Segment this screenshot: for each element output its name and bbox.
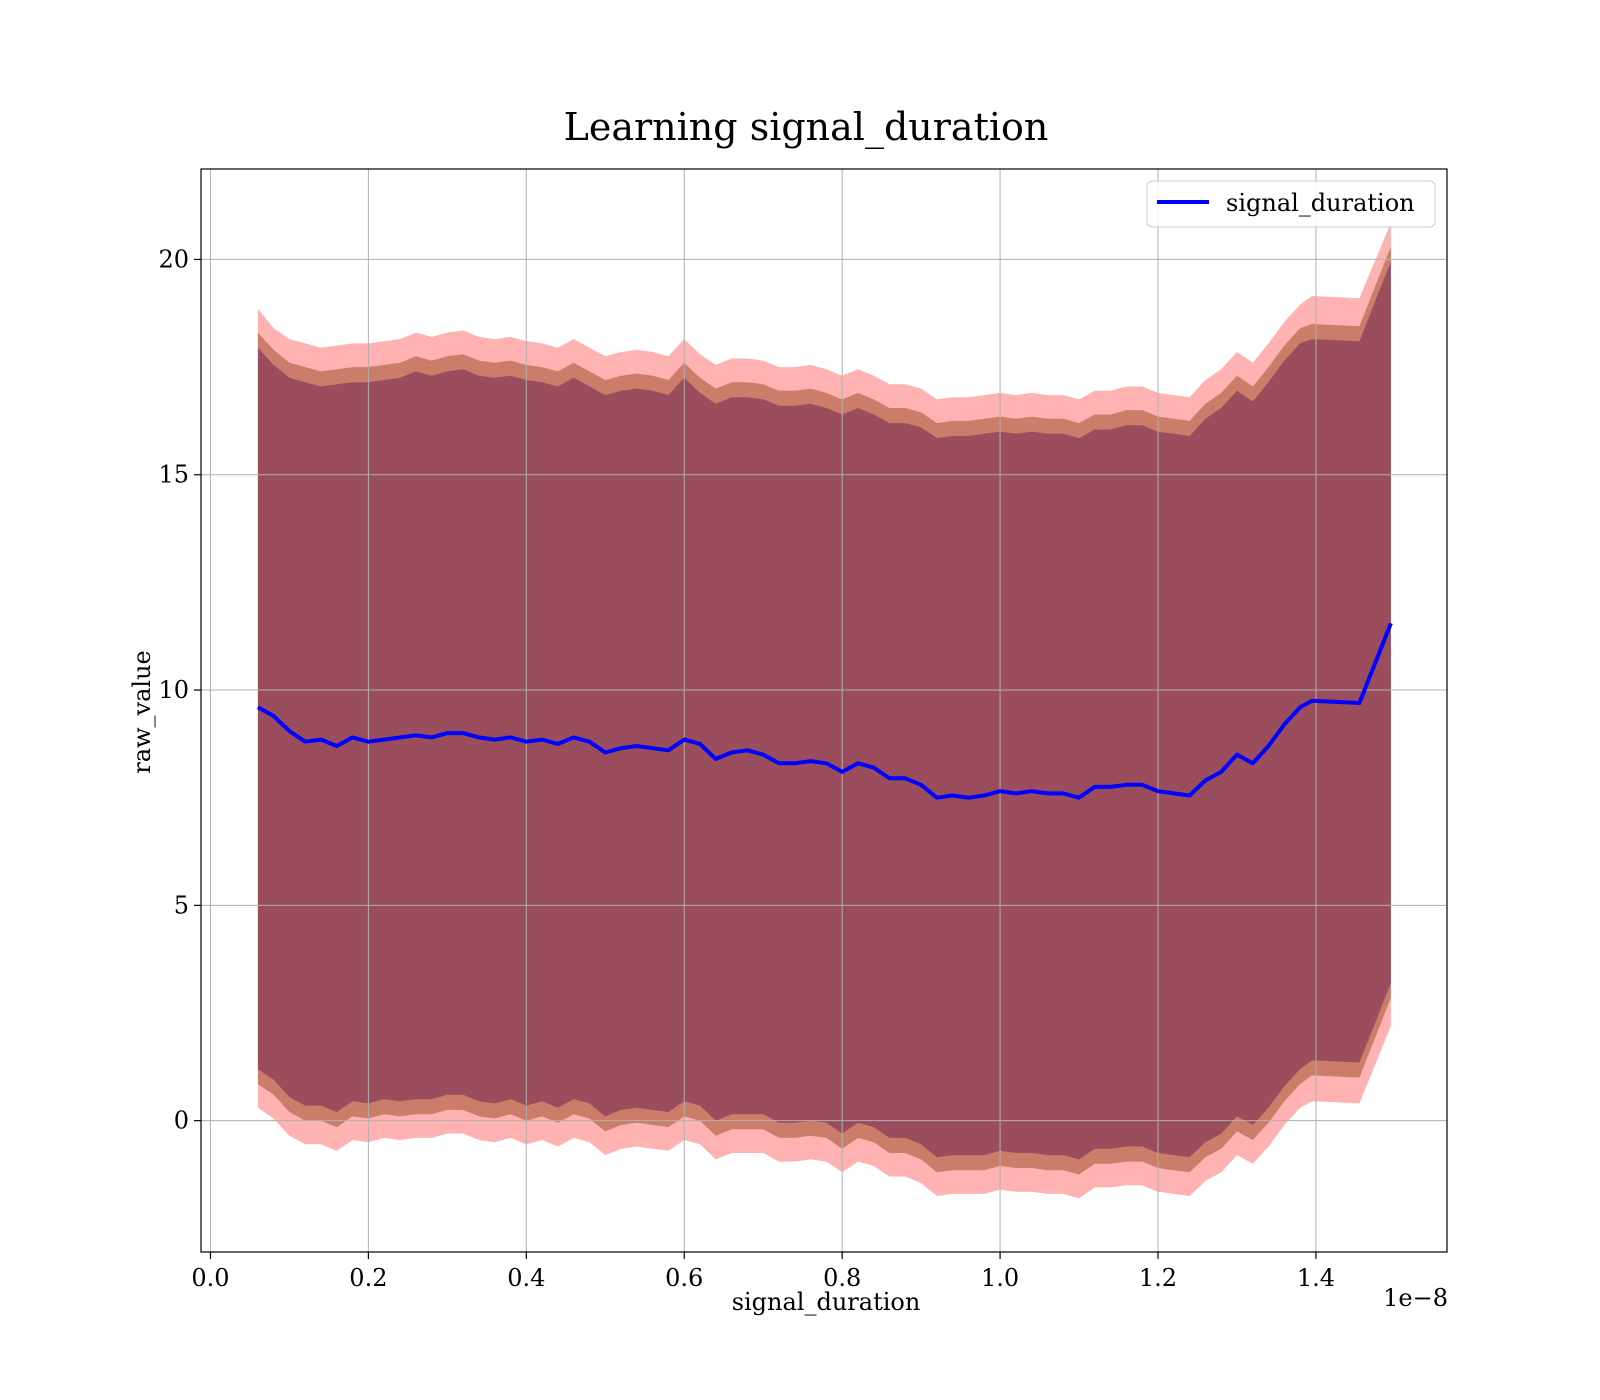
x-tick-label: 1.0: [981, 1264, 1019, 1292]
x-tick-label: 0.0: [191, 1264, 229, 1292]
x-axis-ticks: 0.0 0.2 0.4 0.6 0.8 1.0 1.2 1.4: [191, 1252, 1335, 1292]
series-line-signal_duration: [256, 622, 1393, 800]
x-axis-label: signal_duration: [732, 1288, 921, 1316]
legend: signal_duration: [1146, 180, 1436, 228]
y-tick-label: 10: [158, 676, 189, 704]
y-tick-label: 20: [158, 245, 189, 273]
y-axis-label: raw_value: [128, 650, 156, 774]
y-tick-label: 5: [174, 891, 189, 919]
band-edge: [257, 246, 1391, 1175]
band-inner: [257, 261, 1391, 1160]
x-tick-label: 0.8: [823, 1264, 861, 1292]
y-tick-label: 0: [174, 1107, 189, 1135]
legend-label: signal_duration: [1226, 189, 1415, 217]
x-tick-label: 0.6: [665, 1264, 703, 1292]
series-lines: [256, 622, 1393, 800]
x-tick-label: 1.4: [1297, 1264, 1335, 1292]
y-tick-label: 15: [158, 461, 189, 489]
confidence-bands: [257, 222, 1391, 1199]
x-tick-label: 0.2: [349, 1264, 387, 1292]
chart-title: Learning signal_duration: [564, 105, 1049, 150]
grid-lines: [201, 169, 1447, 1252]
x-tick-label: 1.2: [1139, 1264, 1177, 1292]
x-tick-label: 0.4: [507, 1264, 545, 1292]
legend-box: [1146, 180, 1436, 228]
x-axis-offset-label: 1e−8: [1383, 1284, 1448, 1312]
y-axis-ticks: 0 5 10 15 20: [158, 245, 201, 1135]
plot-frame: [200, 168, 1448, 1253]
